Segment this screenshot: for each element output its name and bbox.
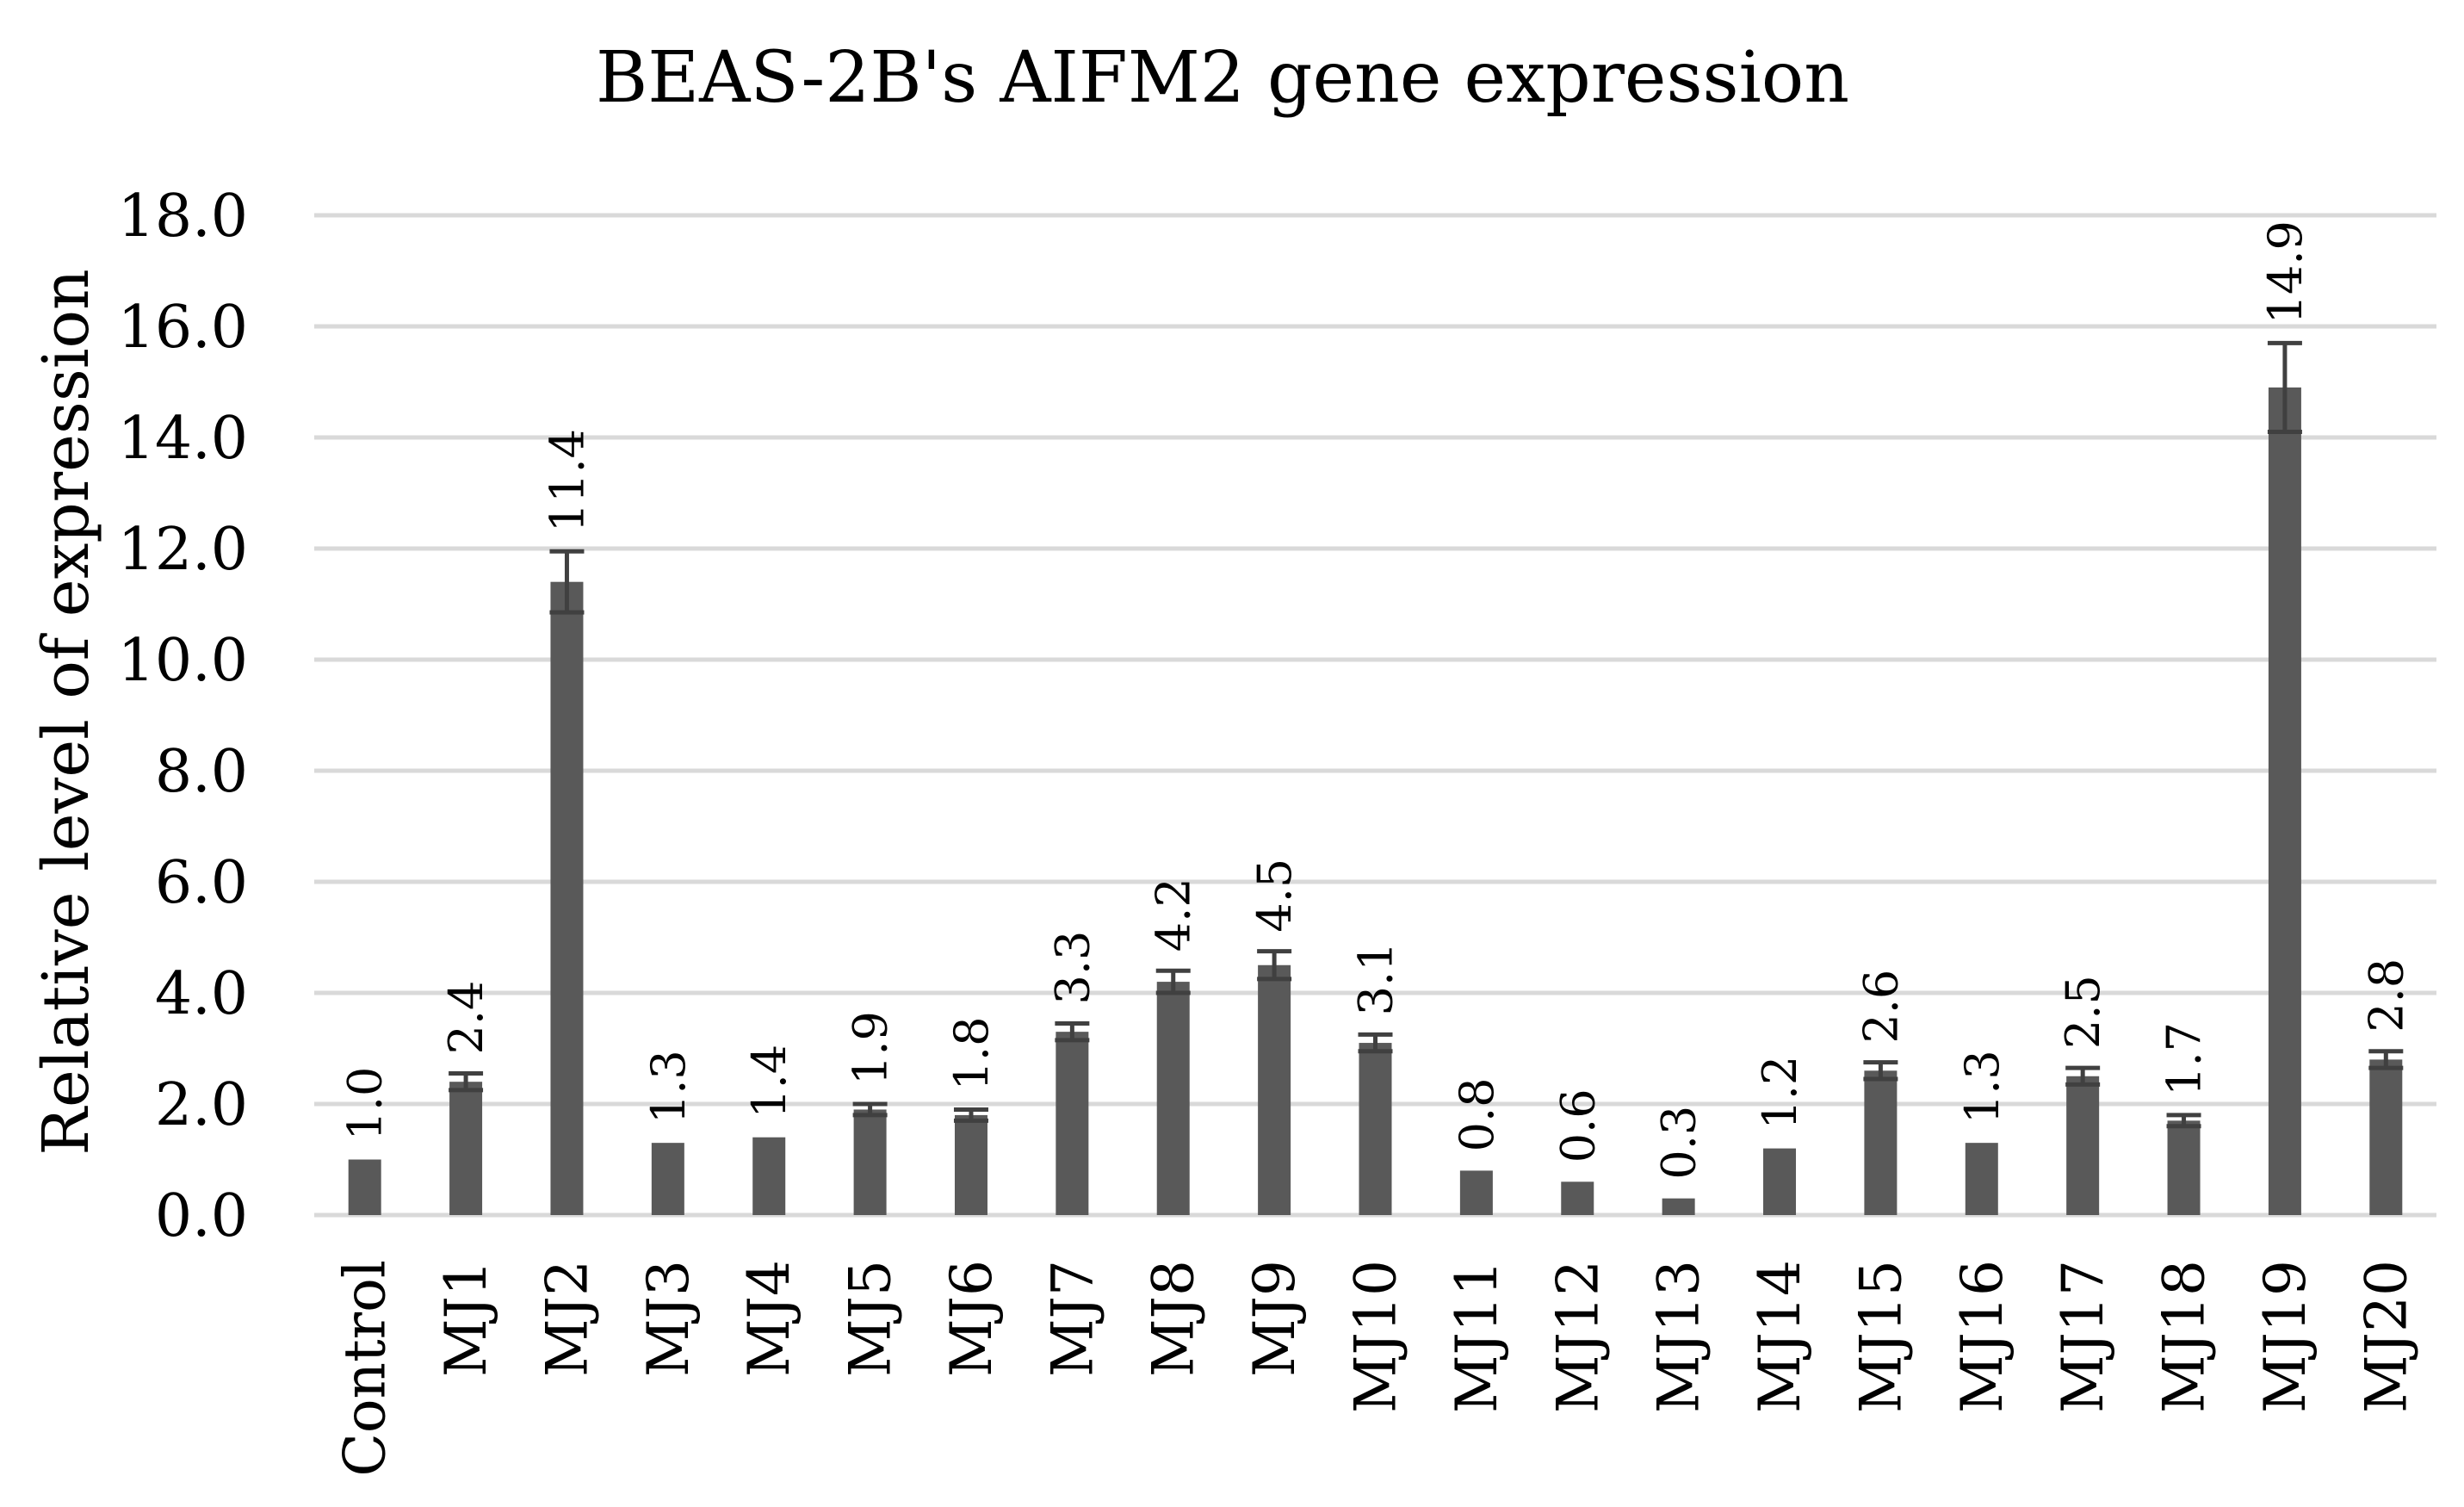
x-tick-label: MJ4 (736, 1260, 802, 1377)
bar (1965, 1143, 1998, 1215)
bar (651, 1143, 684, 1215)
data-label: 14.9 (2258, 220, 2312, 324)
y-tick-label: 4.0 (155, 960, 248, 1028)
bar (1459, 1170, 1493, 1215)
y-tick-label: 14.0 (118, 405, 248, 473)
x-tick-label: MJ5 (838, 1260, 904, 1377)
x-tick-label: MJ17 (2050, 1260, 2116, 1413)
data-label: 3.3 (1045, 931, 1099, 1005)
x-tick-label: MJ8 (1141, 1260, 1207, 1377)
bar (1359, 1043, 1392, 1215)
y-axis-ticks: 0.0 2.0 4.0 6.0 8.0 10.0 12.0 14.0 16.0 18.0 (118, 183, 248, 1250)
y-tick-label: 16.0 (118, 294, 248, 362)
y-tick-label: 18.0 (118, 183, 248, 251)
y-tick-label: 0.0 (155, 1182, 248, 1250)
bar (1561, 1181, 1594, 1215)
data-label: 0.3 (1652, 1106, 1706, 1180)
data-label: 2.4 (439, 981, 493, 1055)
bar (752, 1137, 786, 1215)
data-label: 1.9 (844, 1011, 898, 1085)
bar (348, 1159, 381, 1215)
y-axis-label: Relative level of expression (29, 269, 103, 1155)
bar (1662, 1198, 1695, 1215)
data-labels: 1.0 2.4 11.4 1.3 1.4 1.9 1.8 3.3 4.2 4.5 3.1 0.8 0.6… (338, 220, 2414, 1180)
bar (1763, 1148, 1797, 1215)
x-tick-label: MJ6 (938, 1260, 1005, 1377)
data-label: 1.2 (1753, 1056, 1807, 1130)
y-tick-label: 6.0 (155, 849, 248, 917)
data-label: 1.0 (338, 1067, 393, 1141)
chart-title: BEAS-2B's AIFM2 gene expression (596, 37, 1849, 119)
y-tick-label: 2.0 (155, 1071, 248, 1139)
y-tick-label: 12.0 (118, 516, 248, 584)
x-tick-label: MJ15 (1848, 1260, 1914, 1413)
x-tick-label: MJ16 (1949, 1260, 2015, 1413)
x-tick-label: Control (332, 1260, 399, 1477)
data-label: 11.4 (540, 429, 594, 532)
bars (348, 340, 2404, 1215)
data-label: 0.6 (1551, 1088, 1605, 1163)
data-label: 4.5 (1247, 859, 1302, 933)
bar (550, 581, 584, 1215)
data-label: 1.4 (742, 1045, 796, 1119)
data-label: 3.1 (1349, 941, 1403, 1015)
x-tick-label: MJ2 (534, 1260, 600, 1377)
bar (853, 1109, 887, 1215)
data-label: 1.7 (2158, 1022, 2212, 1096)
x-tick-label: MJ9 (1241, 1260, 1308, 1377)
x-tick-label: MJ7 (1039, 1260, 1105, 1377)
x-tick-label: MJ12 (1545, 1260, 1611, 1413)
x-tick-label: MJ20 (2353, 1260, 2419, 1413)
x-tick-label: MJ13 (1646, 1260, 1712, 1413)
data-label: 4.2 (1147, 878, 1201, 952)
bar (1864, 1070, 1898, 1215)
x-tick-label: MJ3 (635, 1260, 702, 1377)
bar (449, 1082, 483, 1215)
bar (2066, 1076, 2100, 1215)
bar (2268, 387, 2301, 1215)
bar (2167, 1120, 2201, 1215)
data-label: 1.8 (944, 1017, 999, 1091)
x-tick-label: MJ18 (2151, 1260, 2218, 1413)
data-label: 1.3 (1955, 1050, 2009, 1124)
x-tick-label: MJ1 (433, 1260, 499, 1377)
data-label: 1.3 (641, 1050, 696, 1124)
x-tick-label: MJ14 (1747, 1260, 1813, 1413)
bar (1258, 964, 1291, 1215)
bar (1056, 1032, 1089, 1215)
x-axis-ticks: Control MJ1 MJ2 MJ3 MJ4 MJ5 MJ6 MJ7 MJ8 MJ9 MJ10 MJ… (332, 1260, 2420, 1477)
x-tick-label: MJ10 (1343, 1260, 1409, 1413)
bar (1156, 982, 1190, 1215)
data-label: 2.6 (1854, 970, 1908, 1044)
bar (2369, 1059, 2403, 1215)
x-tick-label: MJ19 (2252, 1260, 2319, 1413)
bar (954, 1114, 987, 1215)
y-tick-label: 10.0 (118, 627, 248, 695)
x-tick-label: MJ11 (1444, 1260, 1510, 1413)
data-label: 2.8 (2359, 958, 2413, 1033)
data-label: 0.8 (1450, 1078, 1504, 1152)
data-label: 2.5 (2056, 975, 2110, 1049)
y-tick-label: 8.0 (155, 738, 248, 806)
